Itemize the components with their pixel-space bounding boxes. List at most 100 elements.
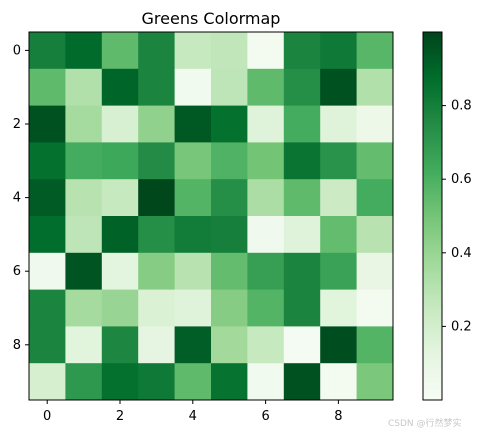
heatmap-cell-r5-c7 bbox=[283, 216, 321, 254]
heatmap-cell-r2-c4 bbox=[174, 105, 212, 143]
heatmap-cell-r2-c9 bbox=[356, 105, 394, 143]
heatmap-cell-r3-c3 bbox=[138, 142, 175, 180]
colorbar-tick-label-0-6: 0.6 bbox=[451, 172, 472, 187]
heatmap-cell-r8-c3 bbox=[138, 326, 175, 364]
heatmap-cell-r0-c4 bbox=[174, 32, 212, 70]
heatmap-cell-r3-c7 bbox=[283, 142, 321, 180]
heatmap-cell-r9-c7 bbox=[283, 363, 321, 401]
heatmap-cell-r7-c5 bbox=[211, 289, 248, 327]
colorbar-tick-label-0-2: 0.2 bbox=[451, 319, 472, 334]
heatmap-cell-r1-c6 bbox=[247, 68, 285, 106]
heatmap-cell-r4-c7 bbox=[283, 179, 321, 217]
heatmap-cell-r2-c5 bbox=[211, 105, 248, 143]
heatmap-cell-r0-c3 bbox=[138, 32, 175, 70]
heatmap-cell-r3-c9 bbox=[356, 142, 394, 180]
heatmap-cell-r7-c1 bbox=[65, 289, 103, 327]
heatmap-cell-r1-c4 bbox=[174, 68, 212, 106]
heatmap-cell-r7-c2 bbox=[101, 289, 139, 327]
heatmap-cell-r7-c7 bbox=[283, 289, 321, 327]
heatmap-cell-r5-c6 bbox=[247, 216, 285, 254]
colorbar-tick-label-0-4: 0.4 bbox=[451, 246, 472, 261]
y-tick-label-4: 4 bbox=[13, 191, 21, 206]
heatmap-cell-r3-c5 bbox=[211, 142, 248, 180]
heatmap-cell-r1-c2 bbox=[101, 68, 139, 106]
heatmap-cell-r8-c8 bbox=[320, 326, 357, 364]
colorbar-tick-label-0-8: 0.8 bbox=[451, 99, 472, 114]
heatmap-cell-r1-c5 bbox=[211, 68, 248, 106]
heatmap-cell-r2-c0 bbox=[29, 105, 66, 143]
heatmap-cell-r5-c2 bbox=[101, 216, 139, 254]
x-tick-label-0: 0 bbox=[43, 409, 51, 424]
heatmap-cell-r8-c4 bbox=[174, 326, 212, 364]
heatmap-cell-r0-c9 bbox=[356, 32, 394, 70]
watermark: CSDN @行然梦实 bbox=[388, 419, 462, 429]
heatmap-cell-r5-c1 bbox=[65, 216, 103, 254]
heatmap-cell-r7-c0 bbox=[29, 289, 66, 327]
heatmap-cell-r7-c3 bbox=[138, 289, 175, 327]
heatmap-cell-r8-c0 bbox=[29, 326, 66, 364]
y-tick-label-8: 8 bbox=[13, 338, 21, 353]
heatmap-cell-r1-c3 bbox=[138, 68, 175, 106]
x-tick-label-2: 2 bbox=[116, 409, 124, 424]
y-tick-label-6: 6 bbox=[13, 264, 21, 279]
heatmap-cell-r6-c6 bbox=[247, 252, 285, 290]
heatmap-cell-r9-c2 bbox=[101, 363, 139, 401]
heatmap-cell-r4-c8 bbox=[320, 179, 357, 217]
heatmap-cell-r3-c2 bbox=[101, 142, 139, 180]
x-tick-label-4: 4 bbox=[189, 409, 197, 424]
heatmap-cell-r0-c1 bbox=[65, 32, 103, 70]
heatmap-cells bbox=[29, 32, 394, 401]
heatmap-cell-r5-c5 bbox=[211, 216, 248, 254]
heatmap-cell-r5-c8 bbox=[320, 216, 357, 254]
colorbar-ticks: 0.2 0.4 0.6 0.8 bbox=[442, 99, 472, 334]
heatmap-cell-r6-c1 bbox=[65, 252, 103, 290]
heatmap-cell-r6-c3 bbox=[138, 252, 175, 290]
heatmap-cell-r0-c2 bbox=[101, 32, 139, 70]
heatmap-cell-r0-c5 bbox=[211, 32, 248, 70]
heatmap-cell-r6-c0 bbox=[29, 252, 66, 290]
chart-title: Greens Colormap bbox=[142, 9, 281, 28]
heatmap-cell-r2-c1 bbox=[65, 105, 103, 143]
heatmap-cell-r2-c2 bbox=[101, 105, 139, 143]
heatmap-cell-r3-c0 bbox=[29, 142, 66, 180]
heatmap-cell-r8-c2 bbox=[101, 326, 139, 364]
heatmap-cell-r5-c0 bbox=[29, 216, 66, 254]
x-tick-label-6: 6 bbox=[261, 409, 269, 424]
heatmap-cell-r2-c7 bbox=[283, 105, 321, 143]
heatmap-cell-r9-c9 bbox=[356, 363, 394, 401]
heatmap-cell-r2-c3 bbox=[138, 105, 175, 143]
heatmap-cell-r6-c2 bbox=[101, 252, 139, 290]
heatmap-cell-r0-c7 bbox=[283, 32, 321, 70]
heatmap-cell-r9-c0 bbox=[29, 363, 66, 401]
heatmap-cell-r5-c3 bbox=[138, 216, 175, 254]
heatmap-cell-r4-c3 bbox=[138, 179, 175, 217]
heatmap-cell-r5-c9 bbox=[356, 216, 394, 254]
heatmap-cell-r1-c9 bbox=[356, 68, 394, 106]
heatmap-cell-r3-c4 bbox=[174, 142, 212, 180]
heatmap-cell-r7-c6 bbox=[247, 289, 285, 327]
heatmap-cell-r8-c9 bbox=[356, 326, 394, 364]
heatmap-cell-r4-c1 bbox=[65, 179, 103, 217]
heatmap-cell-r4-c0 bbox=[29, 179, 66, 217]
heatmap-cell-r3-c1 bbox=[65, 142, 103, 180]
heatmap-cell-r4-c4 bbox=[174, 179, 212, 217]
heatmap-cell-r0-c0 bbox=[29, 32, 66, 70]
heatmap-cell-r6-c7 bbox=[283, 252, 321, 290]
heatmap-cell-r5-c4 bbox=[174, 216, 212, 254]
heatmap-cell-r0-c6 bbox=[247, 32, 285, 70]
heatmap-cell-r2-c8 bbox=[320, 105, 357, 143]
heatmap-cell-r3-c8 bbox=[320, 142, 357, 180]
heatmap-cell-r4-c2 bbox=[101, 179, 139, 217]
heatmap-cell-r8-c5 bbox=[211, 326, 248, 364]
heatmap-cell-r9-c5 bbox=[211, 363, 248, 401]
heatmap-cell-r9-c4 bbox=[174, 363, 212, 401]
heatmap-cell-r2-c6 bbox=[247, 105, 285, 143]
heatmap-cell-r1-c7 bbox=[283, 68, 321, 106]
heatmap-cell-r6-c4 bbox=[174, 252, 212, 290]
heatmap-cell-r6-c9 bbox=[356, 252, 394, 290]
y-tick-label-2: 2 bbox=[13, 117, 21, 132]
y-tick-label-0: 0 bbox=[13, 43, 21, 58]
heatmap-cell-r0-c8 bbox=[320, 32, 357, 70]
x-axis-ticks: 0 2 4 6 8 bbox=[43, 400, 343, 424]
